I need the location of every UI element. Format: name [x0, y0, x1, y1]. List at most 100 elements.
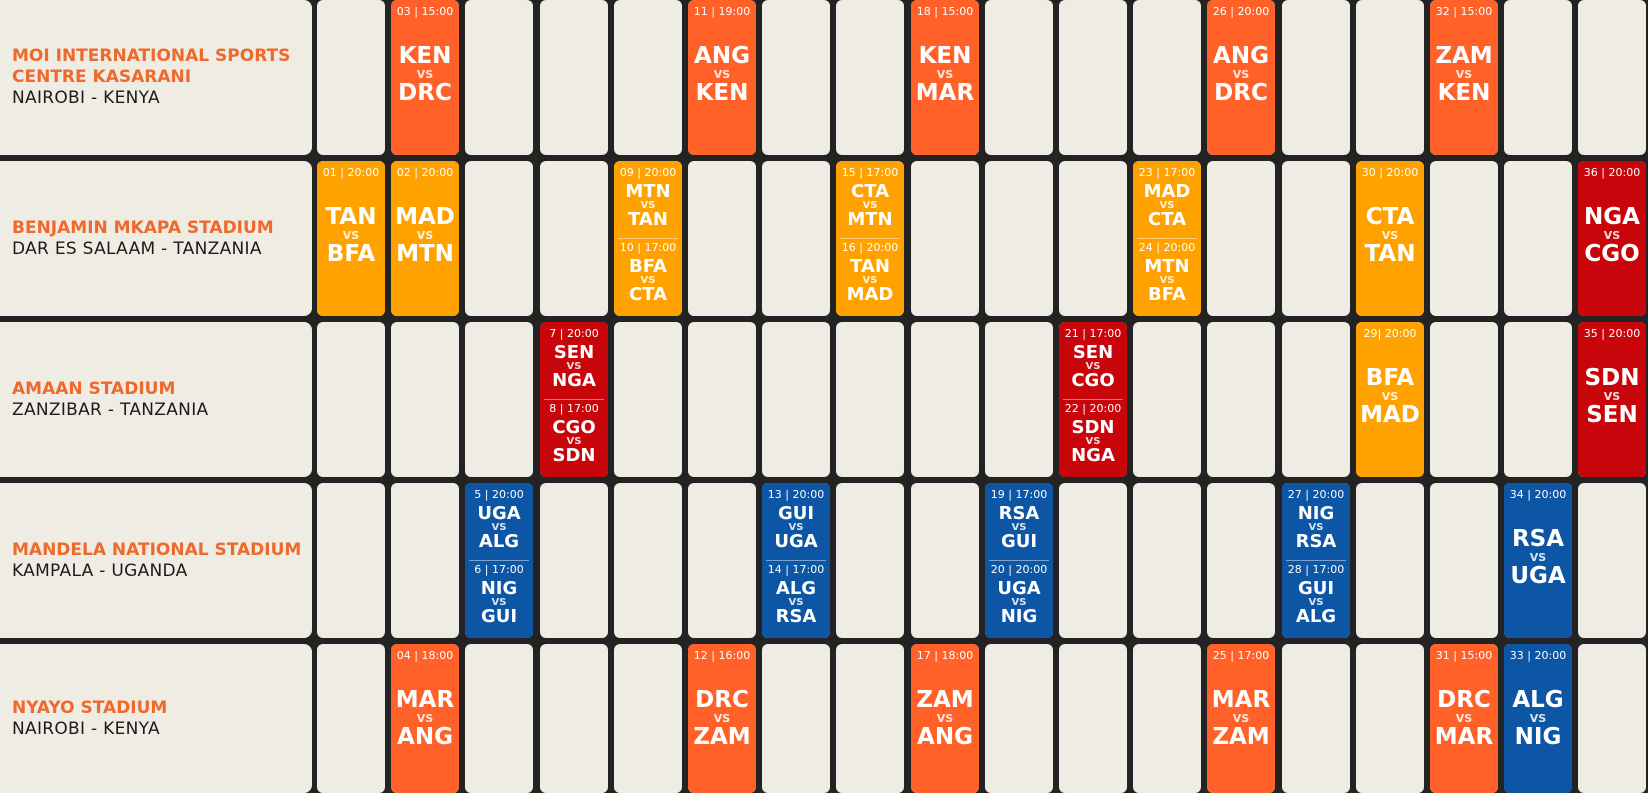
venue-location: NAIROBI - KENYA — [12, 718, 160, 739]
match-card[interactable]: 19 | 17:00 RSA VS GUI 20 | 20:00 UGA VS NIG — [985, 483, 1053, 638]
venue-name: NYAYO STADIUM — [12, 697, 168, 718]
away-team: RSA — [775, 606, 817, 627]
day-cell — [1356, 644, 1424, 793]
match-card[interactable]: 21 | 17:00 SEN VS CGO 22 | 20:00 SDN VS NGA — [1059, 322, 1127, 477]
home-team: MTN — [625, 181, 671, 202]
day-cell — [688, 322, 756, 477]
match-card[interactable]: 13 | 20:00 GUI VS UGA 14 | 17:00 ALG VS RSA — [762, 483, 830, 638]
day-cell — [317, 644, 385, 793]
match-header: 35 | 20:00 — [1578, 327, 1646, 341]
match-fixture: 5 | 20:00 UGA VS ALG — [465, 488, 533, 551]
vs-label: VS — [1529, 551, 1547, 564]
match-card[interactable]: 01 | 20:00 TAN VS BFA — [317, 161, 385, 316]
match-card[interactable]: 18 | 15:00 KEN VS MAR — [911, 0, 979, 155]
match-card[interactable]: 26 | 20:00 ANG VS DRC — [1207, 0, 1275, 155]
day-cell — [836, 644, 904, 793]
away-team: CGO — [1071, 370, 1115, 391]
match-card[interactable]: 02 | 20:00 MAD VS MTN — [391, 161, 459, 316]
match-card[interactable]: 34 | 20:00 RSA VS UGA — [1504, 483, 1572, 638]
match-number-time: 26 | 20:00 — [1212, 5, 1270, 18]
match-card[interactable]: 5 | 20:00 UGA VS ALG 6 | 17:00 NIG VS GUI — [465, 483, 533, 638]
match-number-time: 17 | 18:00 — [916, 649, 974, 662]
match-card[interactable]: 25 | 17:00 MAR VS ZAM — [1207, 644, 1275, 793]
vs-label: VS — [416, 229, 434, 242]
match-fixture: 14 | 17:00 ALG VS RSA — [762, 563, 830, 626]
day-cell — [1207, 483, 1275, 638]
away-team: KEN — [695, 80, 749, 106]
day-cell — [317, 0, 385, 155]
match-number-time: 27 | 20:00 — [1287, 488, 1345, 501]
venue-label: BENJAMIN MKAPA STADIUM DAR ES SALAAM - TA… — [0, 161, 312, 316]
match-number-time: 21 | 17:00 — [1064, 327, 1122, 340]
day-cell — [1356, 483, 1424, 638]
match-card[interactable]: 12 | 16:00 DRC VS ZAM — [688, 644, 756, 793]
match-divider — [469, 560, 529, 561]
match-card[interactable]: 23 | 17:00 MAD VS CTA 24 | 20:00 MTN VS BFA — [1133, 161, 1201, 316]
venue-name: AMAAN STADIUM — [12, 378, 176, 399]
match-number-time: 04 | 18:00 — [396, 649, 454, 662]
vs-label: VS — [416, 68, 434, 81]
match-number-time: 8 | 17:00 — [549, 402, 599, 415]
match-card[interactable]: 27 | 20:00 NIG VS RSA 28 | 17:00 GUI VS ALG — [1282, 483, 1350, 638]
home-team: ZAM — [916, 687, 974, 713]
home-team: SEN — [1072, 342, 1114, 363]
match-fixture: 7 | 20:00 SEN VS NGA — [540, 327, 608, 390]
match-card[interactable]: 33 | 20:00 ALG VS NIG — [1504, 644, 1572, 793]
home-team: NGA — [1584, 204, 1640, 230]
match-number-time: 20 | 20:00 — [990, 563, 1048, 576]
vs-label: VS — [1381, 390, 1399, 403]
match-card[interactable]: 29| 20:00 BFA VS MAD — [1356, 322, 1424, 477]
match-fixture: 24 | 20:00 MTN VS BFA — [1133, 241, 1201, 304]
away-team: NIG — [1514, 724, 1562, 750]
match-fixture: 8 | 17:00 CGO VS SDN — [540, 402, 608, 465]
match-number-time: 6 | 17:00 — [474, 563, 524, 576]
vs-label: VS — [640, 275, 656, 286]
match-header: 17 | 18:00 — [911, 649, 979, 663]
home-team: DRC — [695, 687, 749, 713]
day-cell — [688, 161, 756, 316]
day-cell — [1207, 322, 1275, 477]
match-card[interactable]: 15 | 17:00 CTA VS MTN 16 | 20:00 TAN VS MAD — [836, 161, 904, 316]
day-cell — [465, 644, 533, 793]
match-card[interactable]: 35 | 20:00 SDN VS SEN — [1578, 322, 1646, 477]
match-teams: ANG VS DRC — [1207, 45, 1275, 105]
day-cell — [614, 644, 682, 793]
match-card[interactable]: 32 | 15:00 ZAM VS KEN — [1430, 0, 1498, 155]
away-team: MTN — [396, 241, 454, 267]
match-teams: SDN VS SEN — [1578, 367, 1646, 427]
vs-label: VS — [1085, 361, 1101, 372]
match-card[interactable]: 04 | 18:00 MAR VS ANG — [391, 644, 459, 793]
day-cell — [1133, 322, 1201, 477]
day-cell — [1059, 644, 1127, 793]
match-card[interactable]: 11 | 19:00 ANG VS KEN — [688, 0, 756, 155]
vs-label: VS — [342, 229, 360, 242]
match-card[interactable]: 7 | 20:00 SEN VS NGA 8 | 17:00 CGO VS SDN — [540, 322, 608, 477]
match-card[interactable]: 17 | 18:00 ZAM VS ANG — [911, 644, 979, 793]
venue-label: NYAYO STADIUM NAIROBI - KENYA — [0, 644, 312, 793]
match-card[interactable]: 36 | 20:00 NGA VS CGO — [1578, 161, 1646, 316]
match-divider — [618, 238, 678, 239]
match-card[interactable]: 31 | 15:00 DRC VS MAR — [1430, 644, 1498, 793]
vs-label: VS — [1159, 200, 1175, 211]
away-team: MAR — [915, 80, 975, 106]
day-cell — [614, 0, 682, 155]
match-number-time: 33 | 20:00 — [1509, 649, 1567, 662]
vs-label: VS — [862, 275, 878, 286]
match-header: 12 | 16:00 — [688, 649, 756, 663]
home-team: BFA — [629, 256, 667, 277]
day-cell — [1578, 483, 1646, 638]
match-fixture: 10 | 17:00 BFA VS CTA — [614, 241, 682, 304]
match-card[interactable]: 09 | 20:00 MTN VS TAN 10 | 17:00 BFA VS CTA — [614, 161, 682, 316]
away-team: TAN — [628, 209, 668, 230]
day-cell — [1504, 161, 1572, 316]
match-number-time: 22 | 20:00 — [1064, 402, 1122, 415]
match-card[interactable]: 30 | 20:00 CTA VS TAN — [1356, 161, 1424, 316]
day-cell — [1578, 0, 1646, 155]
away-team: ANG — [397, 724, 453, 750]
day-cell — [688, 483, 756, 638]
match-teams: ANG VS KEN — [688, 45, 756, 105]
match-number-time: 10 | 17:00 — [619, 241, 677, 254]
away-team: GUI — [1000, 531, 1038, 552]
match-fixture: 21 | 17:00 SEN VS CGO — [1059, 327, 1127, 390]
match-card[interactable]: 03 | 15:00 KEN VS DRC — [391, 0, 459, 155]
